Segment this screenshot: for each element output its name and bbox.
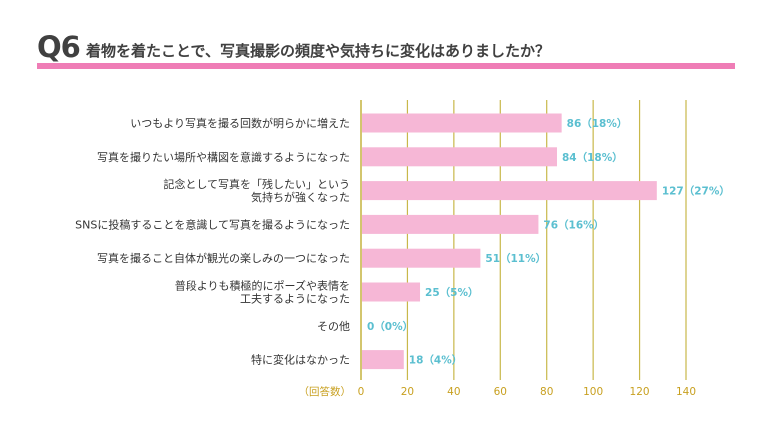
category-label: 普段よりも積極的にポーズや表情を xyxy=(175,279,350,293)
category-label: 記念として写真を「残したい」という xyxy=(163,177,350,191)
question-number: Q6 xyxy=(37,30,81,64)
x-tick-label: 20 xyxy=(401,386,414,398)
bar xyxy=(362,113,562,133)
bar xyxy=(362,282,421,302)
bar xyxy=(362,147,557,167)
value-label: 127（27%） xyxy=(662,185,730,198)
bar xyxy=(362,214,539,234)
x-tick-label: 80 xyxy=(540,386,553,398)
x-axis-label: （回答数） xyxy=(299,385,352,398)
x-tick-label: 100 xyxy=(583,386,603,398)
x-tick-label: 0 xyxy=(358,386,365,398)
category-label: 気持ちが強くなった xyxy=(251,190,350,204)
bar xyxy=(362,181,657,201)
category-label: いつもより写真を撮る回数が明らかに増えた xyxy=(130,116,350,130)
category-label: 工夫するようになった xyxy=(240,293,350,306)
x-tick-label: 40 xyxy=(447,386,460,398)
title-underline xyxy=(37,63,735,69)
bar xyxy=(362,248,481,268)
value-label: 86（18%） xyxy=(567,117,628,130)
value-label: 0（0%） xyxy=(367,320,413,333)
category-label: SNSに投稿することを意識して写真を撮るようになった xyxy=(75,217,350,231)
category-label: 特に変化はなかった xyxy=(251,353,350,367)
value-label: 51（11%） xyxy=(485,252,546,265)
value-label: 84（18%） xyxy=(562,151,623,164)
category-label: その他 xyxy=(317,320,350,333)
question-text: 着物を着たことで、写真撮影の頻度や気持ちに変化はありましたか？ xyxy=(86,42,550,60)
category-label: 写真を撮りたい場所や構図を意識するようになった xyxy=(97,150,350,164)
value-label: 18（4%） xyxy=(409,354,462,367)
x-tick-label: 60 xyxy=(494,386,507,398)
value-label: 25（5%） xyxy=(425,286,478,299)
x-tick-label: 140 xyxy=(676,386,696,398)
category-label: 写真を撮ること自体が観光の楽しみの一つになった xyxy=(97,251,350,265)
x-tick-label: 120 xyxy=(630,386,650,398)
bar xyxy=(362,350,404,370)
value-label: 76（16%） xyxy=(543,218,604,231)
